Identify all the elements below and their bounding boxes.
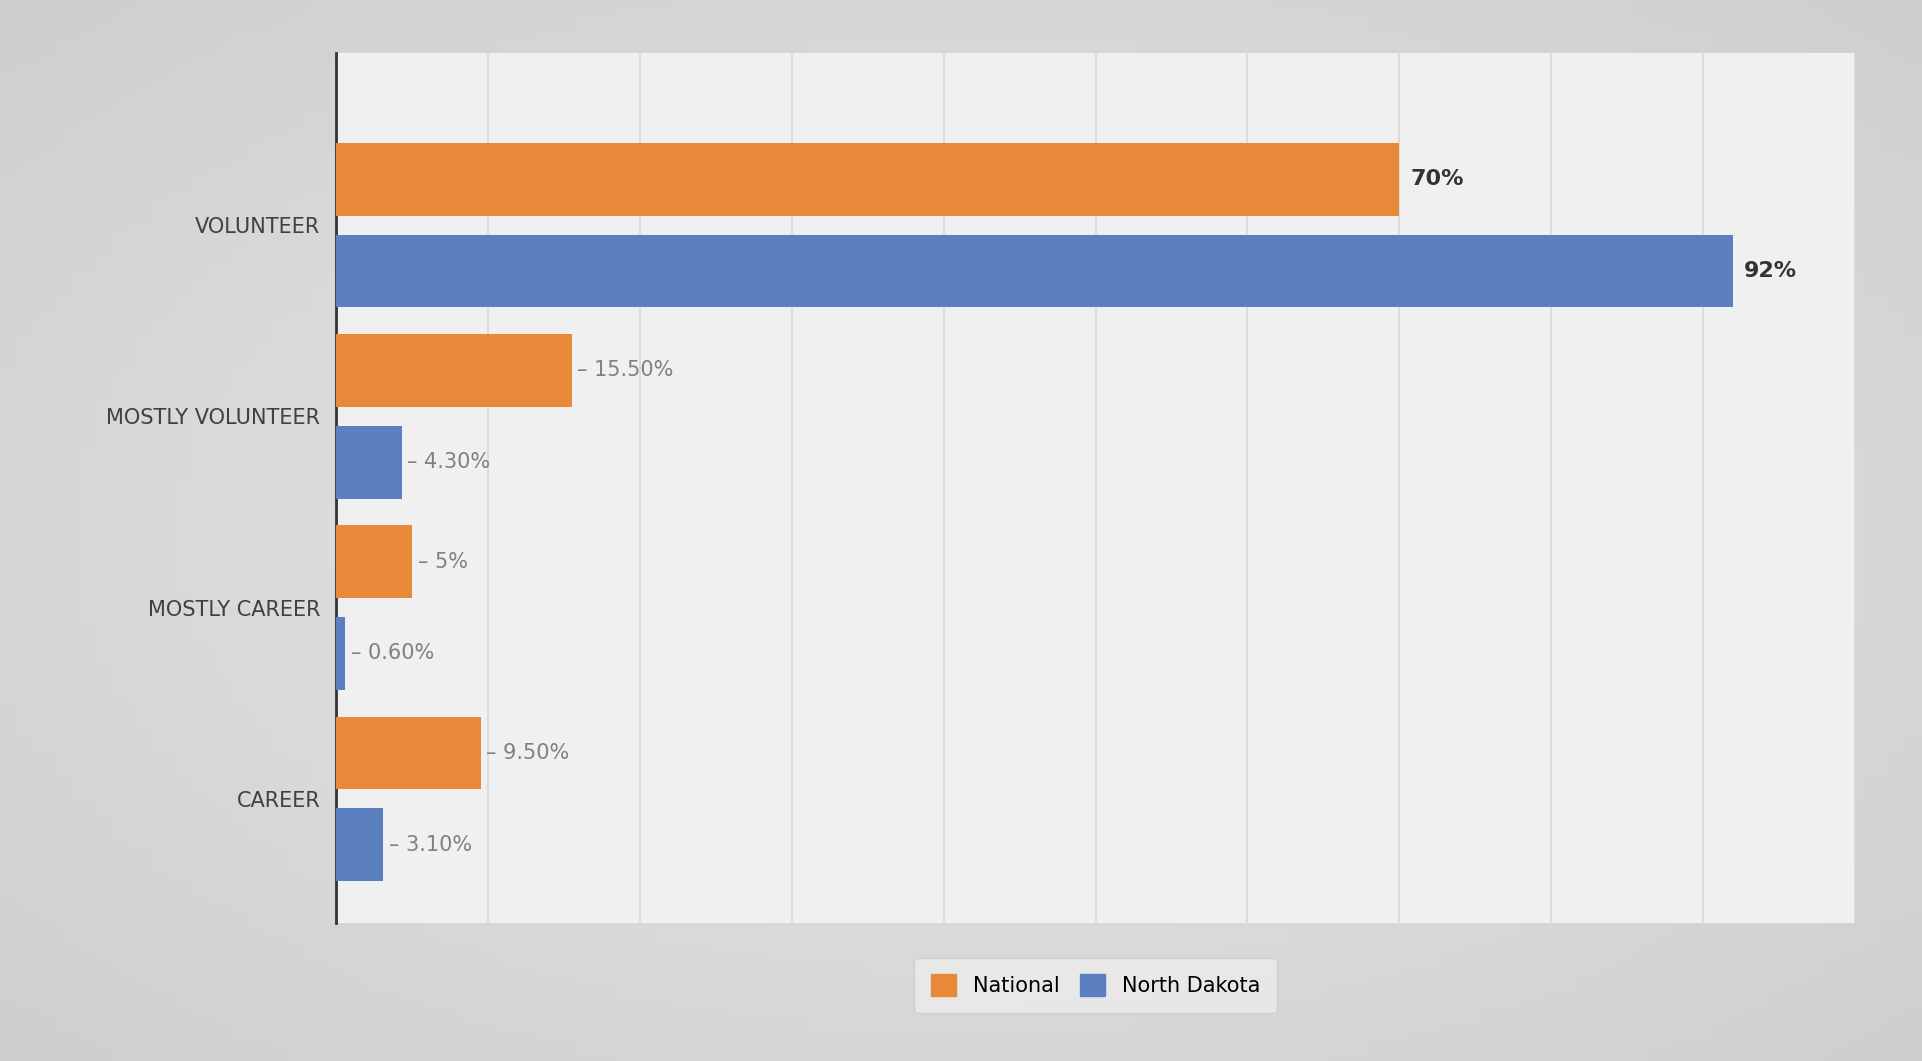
Bar: [336, 525, 413, 598]
Bar: [336, 808, 382, 881]
Text: – 0.60%: – 0.60%: [352, 643, 434, 663]
Text: 92%: 92%: [1745, 261, 1797, 281]
Text: 70%: 70%: [1411, 170, 1465, 189]
Bar: [336, 143, 1399, 215]
Text: – 15.50%: – 15.50%: [577, 361, 673, 381]
Text: – 4.30%: – 4.30%: [407, 452, 490, 472]
Bar: [336, 716, 480, 789]
Bar: [336, 618, 346, 690]
Bar: [336, 234, 1734, 308]
Bar: [336, 334, 571, 406]
Text: – 9.50%: – 9.50%: [486, 743, 569, 763]
Text: – 5%: – 5%: [417, 552, 467, 572]
Bar: [336, 425, 402, 499]
Text: – 3.10%: – 3.10%: [388, 835, 473, 855]
Legend: National, North Dakota: National, North Dakota: [915, 958, 1276, 1012]
